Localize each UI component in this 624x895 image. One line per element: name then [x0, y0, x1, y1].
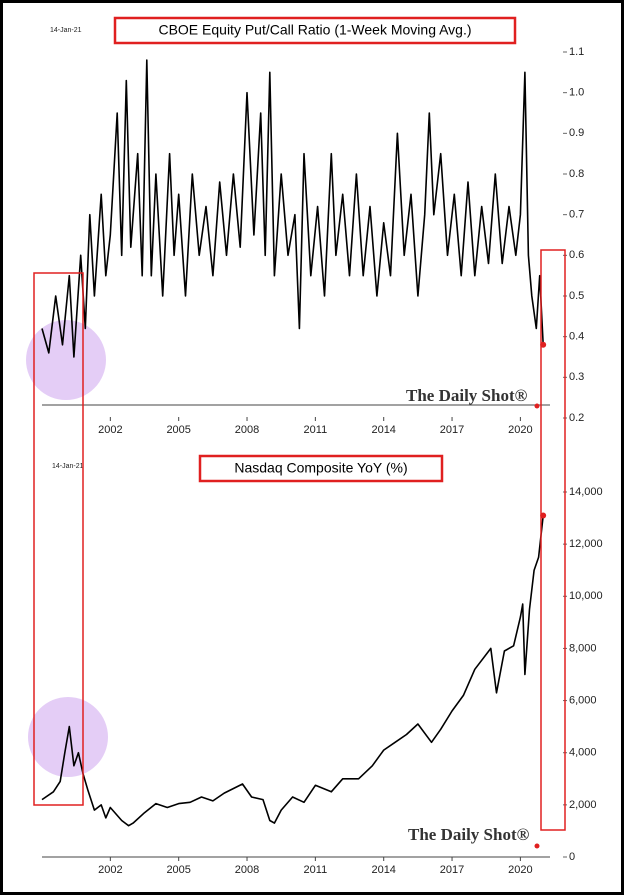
y-tick-label: 0.7 — [569, 209, 584, 221]
y-tick-label: 2,000 — [569, 799, 597, 811]
y-tick-label: 1.0 — [569, 87, 584, 99]
y-tick-label: 0.3 — [569, 371, 584, 383]
title-box — [113, 16, 517, 45]
highlight-circle — [26, 320, 106, 400]
y-tick-label: 1.1 — [569, 46, 584, 58]
chart-title: Nasdaq Composite YoY (%) — [234, 460, 407, 476]
highlight-box — [540, 249, 566, 831]
date-label: 14-Jan-21 — [50, 27, 82, 34]
y-tick-label: 0.8 — [569, 168, 584, 180]
x-tick-label: 2008 — [235, 864, 259, 876]
y-tick-label: 0 — [569, 851, 575, 863]
x-tick-label: 2008 — [235, 424, 259, 436]
watermark: The Daily Shot® — [406, 386, 528, 405]
x-tick-label: 2017 — [440, 424, 464, 436]
x-tick-label: 2002 — [98, 424, 122, 436]
chart-title: CBOE Equity Put/Call Ratio (1-Week Movin… — [158, 22, 471, 38]
plots: 0.2 0.3 0.4 0.5 0.6 0.7 0.8 0.9 1.0 1.1 2002 2005 20… — [41, 46, 603, 876]
x-tick-label: 2002 — [98, 864, 122, 876]
x-tick-label: 2005 — [166, 864, 190, 876]
y-tick-label: 14,000 — [569, 486, 603, 498]
x-tick-label: 2020 — [508, 424, 532, 436]
y-tick-label: 6,000 — [569, 694, 597, 706]
y-tick-label: 0.2 — [569, 412, 584, 424]
y-tick-label: 4,000 — [569, 747, 597, 759]
watermark-dot — [534, 403, 540, 409]
x-tick-label: 2014 — [371, 424, 395, 436]
x-tick-label: 2020 — [508, 864, 532, 876]
y-tick-label: 10,000 — [569, 590, 603, 602]
series-line — [41, 515, 544, 827]
watermark-dot — [534, 843, 540, 849]
x-tick-label: 2017 — [440, 864, 464, 876]
series-line — [41, 59, 544, 358]
y-tick-label: 0.5 — [569, 290, 584, 302]
y-tick-label: 0.4 — [569, 331, 584, 343]
highlight-box — [33, 272, 84, 806]
y-tick-label: 0.9 — [569, 127, 584, 139]
y-tick-label: 12,000 — [569, 538, 603, 550]
watermark: The Daily Shot® — [408, 825, 530, 844]
x-tick-label: 2011 — [304, 864, 328, 876]
x-tick-label: 2014 — [371, 864, 395, 876]
x-tick-label: 2005 — [166, 424, 190, 436]
date-label: 14-Jan-21 — [52, 463, 84, 470]
y-tick-label: 8,000 — [569, 642, 597, 654]
y-tick-label: 0.6 — [569, 249, 584, 261]
x-tick-label: 2011 — [304, 424, 328, 436]
title-box — [198, 454, 444, 483]
